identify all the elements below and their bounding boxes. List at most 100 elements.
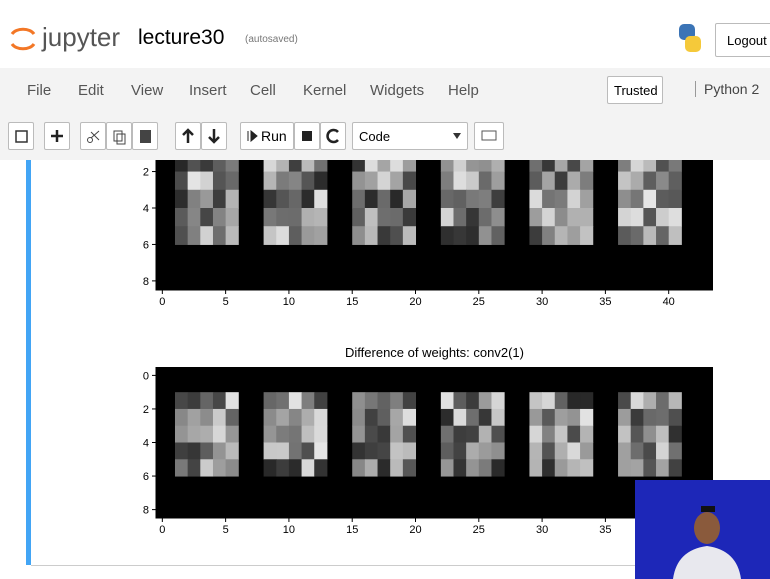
- image-pixel: [276, 426, 289, 443]
- image-pixel: [618, 443, 631, 460]
- image-pixel: [226, 426, 239, 443]
- image-pixel: [542, 226, 555, 245]
- image-pixel: [555, 443, 568, 460]
- image-pixel: [378, 426, 391, 443]
- image-pixel: [188, 172, 201, 191]
- image-pixel: [188, 443, 201, 460]
- image-pixel: [390, 208, 403, 227]
- image-pixel: [618, 426, 631, 443]
- image-pixel: [226, 172, 239, 191]
- image-pixel: [491, 172, 504, 191]
- image-pixel: [580, 459, 593, 476]
- image-pixel: [403, 392, 416, 409]
- y-tick-label: 0: [143, 370, 149, 382]
- image-pixel: [378, 208, 391, 227]
- image-pixel: [441, 409, 454, 426]
- image-pixel: [188, 153, 201, 172]
- image-pixel: [213, 392, 226, 409]
- image-pixel: [669, 190, 682, 209]
- image-pixel: [656, 426, 669, 443]
- image-pixel: [491, 208, 504, 227]
- image-pixel: [365, 226, 378, 245]
- image-pixel: [175, 153, 188, 172]
- image-pixel: [618, 172, 631, 191]
- image-pixel: [302, 226, 315, 245]
- image-pixel: [264, 190, 277, 209]
- image-pixel: [529, 409, 542, 426]
- image-pixel: [352, 153, 365, 172]
- image-pixel: [289, 153, 302, 172]
- y-tick-label: 4: [143, 203, 149, 215]
- image-pixel: [631, 208, 644, 227]
- image-pixel: [529, 190, 542, 209]
- image-pixel: [175, 208, 188, 227]
- image-pixel: [276, 208, 289, 227]
- image-pixel: [631, 426, 644, 443]
- image-pixel: [656, 459, 669, 476]
- image-pixel: [213, 226, 226, 245]
- y-tick-label: 6: [143, 471, 149, 483]
- image-pixel: [365, 443, 378, 460]
- image-pixel: [378, 226, 391, 245]
- image-pixel: [352, 443, 365, 460]
- image-pixel: [580, 409, 593, 426]
- image-pixel: [352, 409, 365, 426]
- image-pixel: [466, 172, 479, 191]
- image-pixel: [302, 392, 315, 409]
- image-pixel: [390, 190, 403, 209]
- image-pixel: [567, 426, 580, 443]
- x-tick-label: 5: [223, 524, 229, 536]
- x-tick-label: 20: [409, 524, 421, 536]
- image-pixel: [669, 226, 682, 245]
- plot-area: 05101520253035402468Difference of weight…: [143, 126, 713, 536]
- image-pixel: [302, 459, 315, 476]
- image-pixel: [567, 392, 580, 409]
- image-pixel: [669, 172, 682, 191]
- image-pixel: [213, 426, 226, 443]
- image-pixel: [479, 190, 492, 209]
- image-pixel: [302, 153, 315, 172]
- image-pixel: [352, 459, 365, 476]
- image-pixel: [200, 392, 213, 409]
- image-pixel: [643, 426, 656, 443]
- image-pixel: [580, 443, 593, 460]
- image-pixel: [378, 409, 391, 426]
- image-pixel: [618, 226, 631, 245]
- image-pixel: [555, 392, 568, 409]
- image-pixel: [491, 443, 504, 460]
- image-pixel: [352, 172, 365, 191]
- x-tick-label: 30: [536, 524, 548, 536]
- image-pixel: [441, 443, 454, 460]
- image-pixel: [403, 226, 416, 245]
- image-pixel: [226, 226, 239, 245]
- image-pixel: [264, 409, 277, 426]
- image-pixel: [200, 226, 213, 245]
- image-pixel: [314, 443, 327, 460]
- image-pixel: [213, 172, 226, 191]
- image-pixel: [302, 409, 315, 426]
- image-pixel: [618, 392, 631, 409]
- image-pixel: [276, 459, 289, 476]
- image-pixel: [365, 426, 378, 443]
- image-pixel: [542, 172, 555, 191]
- image-pixel: [441, 226, 454, 245]
- image-pixel: [529, 459, 542, 476]
- image-pixel: [542, 153, 555, 172]
- image-pixel: [200, 409, 213, 426]
- y-tick-label: 6: [143, 239, 149, 251]
- image-pixel: [542, 190, 555, 209]
- image-pixel: [618, 409, 631, 426]
- image-pixel: [441, 172, 454, 191]
- image-pixel: [529, 208, 542, 227]
- image-pixel: [226, 208, 239, 227]
- image-pixel: [226, 153, 239, 172]
- image-pixel: [314, 190, 327, 209]
- image-pixel: [390, 392, 403, 409]
- image-pixel: [365, 153, 378, 172]
- image-pixel: [466, 443, 479, 460]
- image-pixel: [466, 409, 479, 426]
- image-pixel: [226, 443, 239, 460]
- image-pixel: [466, 426, 479, 443]
- x-tick-label: 0: [159, 524, 165, 536]
- image-pixel: [276, 190, 289, 209]
